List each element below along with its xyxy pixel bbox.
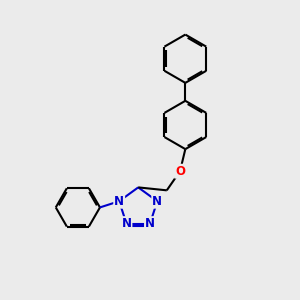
Text: N: N xyxy=(122,217,131,230)
Text: N: N xyxy=(152,195,162,208)
Text: N: N xyxy=(114,195,124,208)
Text: O: O xyxy=(175,165,185,178)
Text: N: N xyxy=(145,217,155,230)
